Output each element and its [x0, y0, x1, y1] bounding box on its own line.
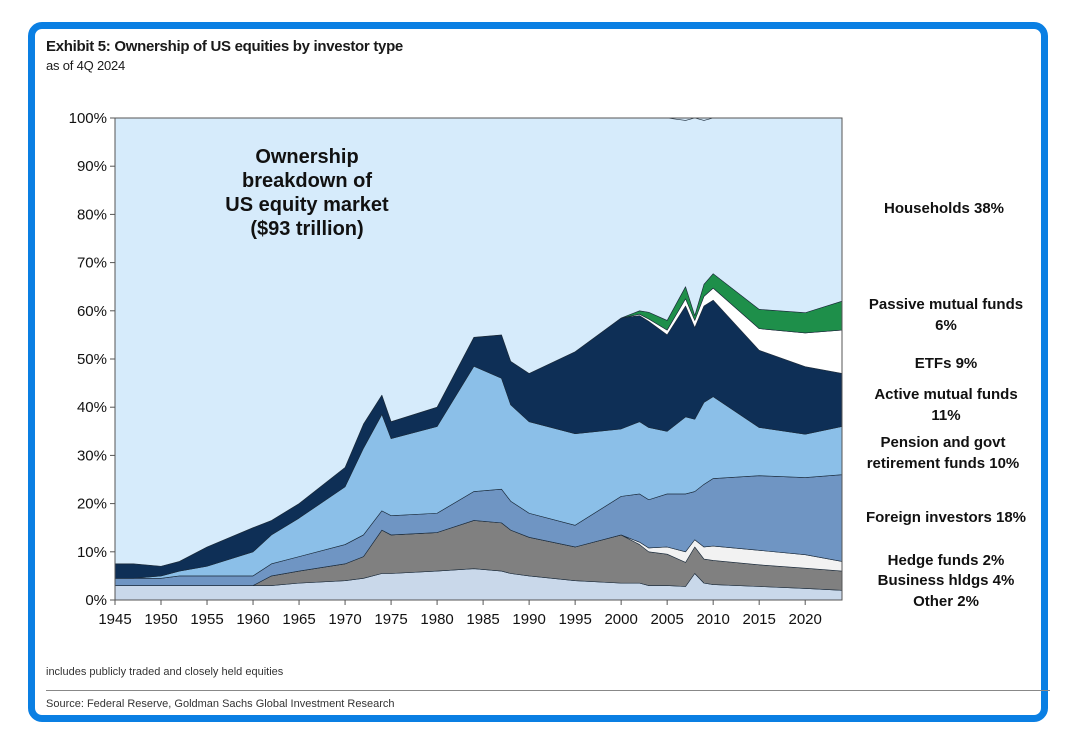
x-tick-label: 1945 — [98, 611, 131, 628]
series-label: retirement funds 10% — [867, 455, 1020, 472]
series-label: Households 38% — [884, 200, 1004, 217]
chart-subtitle: as of 4Q 2024 — [46, 58, 126, 73]
annotation-line: ($93 trillion) — [250, 218, 363, 240]
x-tick-label: 1975 — [374, 611, 407, 628]
annotation-line: US equity market — [225, 194, 389, 216]
chart-title: Exhibit 5: Ownership of US equities by i… — [46, 38, 403, 55]
divider — [46, 690, 1050, 691]
y-tick-label: 0% — [85, 592, 107, 609]
source-note: Source: Federal Reserve, Goldman Sachs G… — [46, 698, 395, 710]
series-label: Pension and govt — [880, 434, 1005, 451]
x-tick-label: 1970 — [328, 611, 361, 628]
series-label: 11% — [931, 407, 960, 424]
series-label: Active mutual funds — [874, 386, 1017, 403]
x-tick-label: 1980 — [420, 611, 453, 628]
x-tick-label: 1995 — [558, 611, 591, 628]
series-label: Foreign investors 18% — [866, 509, 1026, 526]
y-tick-label: 20% — [77, 496, 107, 513]
annotation-line: breakdown of — [242, 170, 372, 192]
y-tick-label: 100% — [69, 110, 107, 127]
x-tick-label: 1960 — [236, 611, 269, 628]
x-tick-label: 1990 — [512, 611, 545, 628]
y-tick-label: 50% — [77, 351, 107, 368]
x-tick-label: 1965 — [282, 611, 315, 628]
x-tick-label: 1955 — [190, 611, 223, 628]
x-tick-label: 1985 — [466, 611, 499, 628]
series-label: Business hldgs 4% — [878, 572, 1015, 589]
y-tick-label: 30% — [77, 447, 107, 464]
series-label: Passive mutual funds — [869, 296, 1023, 313]
x-tick-label: 2005 — [650, 611, 683, 628]
y-tick-label: 70% — [77, 255, 107, 272]
x-tick-label: 2015 — [742, 611, 775, 628]
series-label: Hedge funds 2% — [888, 552, 1005, 569]
footnote: includes publicly traded and closely hel… — [46, 666, 284, 678]
x-tick-label: 1950 — [144, 611, 177, 628]
x-tick-label: 2010 — [696, 611, 729, 628]
y-tick-label: 60% — [77, 303, 107, 320]
series-label: 6% — [935, 317, 957, 334]
x-tick-label: 2000 — [604, 611, 637, 628]
series-label: ETFs 9% — [915, 355, 978, 372]
y-tick-label: 10% — [77, 544, 107, 561]
y-tick-label: 40% — [77, 399, 107, 416]
y-tick-label: 90% — [77, 158, 107, 175]
y-tick-label: 80% — [77, 206, 107, 223]
series-label: Other 2% — [913, 593, 979, 610]
x-tick-label: 2020 — [789, 611, 822, 628]
annotation-line: Ownership — [255, 146, 358, 168]
